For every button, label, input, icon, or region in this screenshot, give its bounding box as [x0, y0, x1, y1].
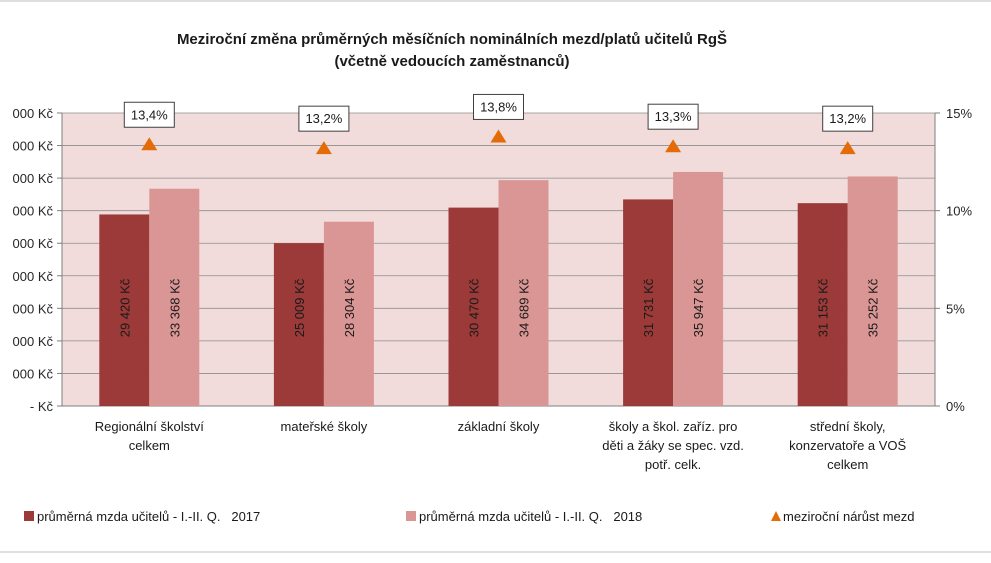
left-axis-tick-label: 000 Kč	[13, 366, 54, 381]
bar	[273, 243, 324, 406]
bar-value-label: 25 009 Kč	[292, 278, 307, 337]
category-label: střední školy,	[810, 419, 886, 434]
category-label: mateřské školy	[281, 419, 368, 434]
right-axis: 0% 5% 10% 15%	[934, 106, 972, 414]
growth-label-box	[123, 101, 175, 128]
legend-swatch	[24, 511, 34, 521]
legend-swatch	[771, 511, 781, 521]
left-axis-tick-label: 000 Kč	[13, 301, 54, 316]
bar-value-label: 29 420 Kč	[117, 278, 132, 337]
bar-value-label: 30 470 Kč	[467, 278, 482, 337]
bar-value-label: 31 731 Kč	[641, 278, 656, 337]
category-label: celkem	[827, 457, 868, 472]
growth-label-box	[473, 93, 524, 120]
growth-label-box	[298, 105, 350, 132]
bar	[323, 221, 374, 406]
legend: průměrná mzda učitelů - I.-II. Q. 2017 pr…	[24, 509, 915, 524]
legend-label: průměrná mzda učitelů - I.-II. Q. 2018	[419, 509, 642, 524]
bar	[673, 171, 724, 406]
category-label: školy a škol. zaříz. pro	[609, 419, 738, 434]
legend-label: meziroční nárůst mezd	[783, 509, 915, 524]
growth-label-box	[647, 103, 699, 130]
growth-label-box	[822, 105, 874, 132]
right-axis-tick-label: 15%	[946, 106, 972, 121]
bar-value-label: 33 368 Kč	[167, 278, 182, 337]
growth-label: 13,3%	[655, 109, 692, 124]
bar-value-label: 35 947 Kč	[691, 278, 706, 337]
left-axis-tick-label: 000 Kč	[13, 204, 54, 219]
left-axis-tick-label: 000 Kč	[13, 139, 54, 154]
bar	[498, 180, 549, 406]
right-axis-tick-label: 10%	[946, 204, 972, 219]
left-axis-tick-label: 000 Kč	[13, 106, 54, 121]
growth-marker	[315, 141, 332, 155]
bar	[797, 203, 848, 406]
left-axis: - Kč 000 Kč 000 Kč 000 Kč 000 Kč 000 Kč 000 Kč…	[13, 106, 63, 414]
growth-markers: 13,4% 13,2% 13,8% 13,3% 13,2%	[123, 93, 874, 155]
category-labels: Regionální školství celkem mateřské školy z…	[95, 419, 907, 472]
left-axis-tick-label: 000 Kč	[13, 171, 54, 186]
category-label: celkem	[129, 438, 170, 453]
growth-label: 13,8%	[480, 99, 517, 114]
bar	[847, 176, 898, 406]
category-label: konzervatoře a VOŠ	[789, 438, 906, 453]
category-label: Regionální školství	[95, 419, 204, 434]
bar-value-label: 31 153 Kč	[816, 278, 831, 337]
bar	[448, 207, 499, 406]
left-axis-tick-label: 000 Kč	[13, 236, 54, 251]
bar	[99, 214, 150, 406]
left-axis-tick-label: - Kč	[30, 399, 54, 414]
growth-marker	[490, 129, 507, 143]
category-label: základní školy	[458, 419, 540, 434]
bars: 29 420 Kč 25 009 Kč 30 470 Kč 31 731 Kč 31 1…	[99, 171, 898, 406]
bar-value-label: 28 304 Kč	[342, 278, 357, 337]
growth-label: 13,4%	[131, 107, 168, 122]
legend-label: průměrná mzda učitelů - I.-II. Q. 2017	[37, 509, 260, 524]
right-axis-tick-label: 0%	[946, 399, 965, 414]
growth-marker	[141, 137, 158, 151]
left-axis-tick-label: 000 Kč	[13, 334, 54, 349]
bar-value-label: 35 252 Kč	[866, 278, 881, 337]
chart-title-line1: Meziroční změna průměrných měsíčních nom…	[177, 30, 727, 48]
bar	[623, 199, 674, 406]
bar-value-label: 34 689 Kč	[517, 278, 532, 337]
growth-marker	[839, 141, 856, 155]
growth-label: 13,2%	[305, 111, 342, 126]
bar	[149, 188, 200, 406]
chart-title-line2: (včetně vedoucích zaměstnanců)	[334, 53, 569, 70]
category-label: děti a žáky se spec. vzd.	[602, 438, 744, 453]
right-axis-tick-label: 5%	[946, 301, 965, 316]
growth-marker	[665, 139, 682, 153]
legend-swatch	[406, 511, 416, 521]
left-axis-tick-label: 000 Kč	[13, 269, 54, 284]
growth-label: 13,2%	[829, 111, 866, 126]
category-label: potř. celk.	[645, 457, 701, 472]
